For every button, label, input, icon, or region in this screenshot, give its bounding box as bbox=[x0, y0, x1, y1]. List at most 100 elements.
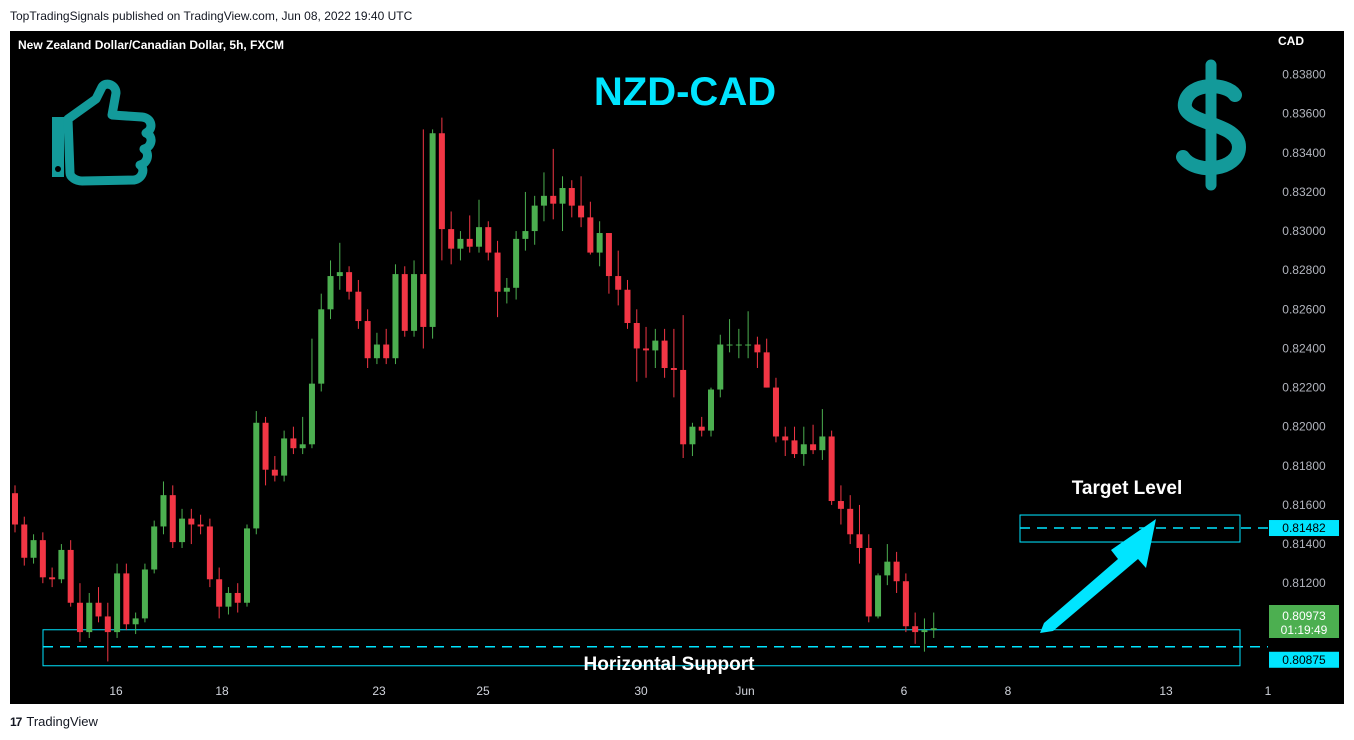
candle[interactable] bbox=[123, 563, 130, 631]
candle[interactable] bbox=[782, 426, 789, 457]
candle[interactable] bbox=[698, 416, 705, 437]
candle[interactable] bbox=[216, 567, 223, 619]
candle[interactable] bbox=[281, 430, 288, 482]
candle[interactable] bbox=[559, 176, 566, 232]
chart-panel[interactable]: 0.83800 0.83600 0.83400 0.83200 0.83000 0.828… bbox=[10, 31, 1344, 704]
candle[interactable] bbox=[708, 387, 714, 437]
candle[interactable] bbox=[605, 233, 612, 294]
candle[interactable] bbox=[726, 319, 733, 353]
candle[interactable] bbox=[810, 424, 817, 455]
candle[interactable] bbox=[568, 180, 575, 218]
candle[interactable] bbox=[735, 328, 742, 359]
candle[interactable] bbox=[578, 176, 585, 228]
candle[interactable] bbox=[12, 485, 18, 533]
candle[interactable] bbox=[615, 250, 622, 306]
candle[interactable] bbox=[336, 242, 343, 290]
candle[interactable] bbox=[114, 563, 121, 638]
candle[interactable] bbox=[485, 221, 492, 261]
candle[interactable] bbox=[902, 573, 909, 633]
candle[interactable] bbox=[346, 266, 353, 300]
candle[interactable] bbox=[58, 544, 65, 584]
candle[interactable] bbox=[503, 278, 510, 304]
candle[interactable] bbox=[188, 508, 195, 545]
candle[interactable] bbox=[262, 416, 269, 486]
candle[interactable] bbox=[819, 409, 826, 460]
candle[interactable] bbox=[689, 422, 696, 457]
candle[interactable] bbox=[308, 338, 315, 449]
candle[interactable] bbox=[151, 520, 158, 574]
candle[interactable] bbox=[930, 612, 937, 638]
candle[interactable] bbox=[179, 508, 186, 548]
candle[interactable] bbox=[318, 293, 325, 392]
candle[interactable] bbox=[828, 430, 835, 505]
candle[interactable] bbox=[791, 426, 798, 458]
candle[interactable] bbox=[652, 328, 659, 368]
candle[interactable] bbox=[856, 504, 863, 564]
candle[interactable] bbox=[438, 117, 445, 261]
candle[interactable] bbox=[466, 215, 473, 253]
candle[interactable] bbox=[355, 279, 362, 329]
candle[interactable] bbox=[800, 426, 807, 466]
candle[interactable] bbox=[21, 516, 28, 566]
candle[interactable] bbox=[30, 534, 37, 564]
candle[interactable] bbox=[392, 264, 399, 365]
candle[interactable] bbox=[86, 592, 93, 638]
candle[interactable] bbox=[420, 129, 427, 349]
candle[interactable] bbox=[141, 563, 148, 623]
candle[interactable] bbox=[197, 514, 204, 535]
candle[interactable] bbox=[847, 495, 854, 545]
candle[interactable] bbox=[670, 328, 677, 398]
candle[interactable] bbox=[244, 524, 250, 607]
candle[interactable] bbox=[225, 587, 232, 615]
candle[interactable] bbox=[531, 195, 538, 245]
candle[interactable] bbox=[383, 328, 390, 365]
candle[interactable] bbox=[49, 567, 56, 588]
candle[interactable] bbox=[169, 485, 176, 548]
candle[interactable] bbox=[160, 481, 167, 535]
candle[interactable] bbox=[76, 583, 83, 642]
candle[interactable] bbox=[494, 240, 501, 318]
candle[interactable] bbox=[754, 336, 761, 368]
candle[interactable] bbox=[550, 148, 557, 220]
candle[interactable] bbox=[643, 326, 650, 378]
candle[interactable] bbox=[327, 260, 334, 320]
candle[interactable] bbox=[411, 260, 418, 337]
candle[interactable] bbox=[680, 315, 687, 458]
candle[interactable] bbox=[624, 279, 631, 329]
candle[interactable] bbox=[253, 411, 260, 535]
support-zone-box[interactable] bbox=[42, 629, 1241, 667]
candle[interactable] bbox=[95, 587, 102, 623]
candle[interactable] bbox=[67, 540, 74, 607]
candle[interactable] bbox=[206, 518, 213, 588]
candle[interactable] bbox=[234, 583, 241, 613]
candle[interactable] bbox=[540, 172, 547, 222]
candle[interactable] bbox=[104, 602, 111, 662]
candle[interactable] bbox=[401, 266, 408, 337]
candle[interactable] bbox=[875, 573, 882, 619]
candle[interactable] bbox=[522, 191, 529, 251]
candle[interactable] bbox=[763, 338, 770, 388]
candle[interactable] bbox=[457, 231, 464, 261]
candle[interactable] bbox=[772, 377, 779, 443]
candle[interactable] bbox=[364, 309, 371, 368]
candle[interactable] bbox=[132, 612, 139, 635]
candle[interactable] bbox=[837, 485, 844, 525]
candle[interactable] bbox=[299, 416, 306, 455]
candle[interactable] bbox=[373, 332, 380, 365]
candle[interactable] bbox=[513, 231, 520, 300]
candle[interactable] bbox=[476, 199, 482, 253]
candle[interactable] bbox=[865, 534, 872, 623]
candle[interactable] bbox=[884, 544, 891, 586]
candle[interactable] bbox=[893, 551, 900, 593]
candle[interactable] bbox=[717, 334, 724, 398]
candle[interactable] bbox=[596, 221, 603, 267]
candle[interactable] bbox=[661, 328, 668, 378]
candle[interactable] bbox=[39, 532, 46, 584]
candlestick-chart[interactable]: 0.83800 0.83600 0.83400 0.83200 0.83000 0.828… bbox=[10, 31, 1344, 704]
candle[interactable] bbox=[290, 426, 297, 455]
candle[interactable] bbox=[587, 201, 594, 255]
candle[interactable] bbox=[633, 309, 640, 382]
candle[interactable] bbox=[921, 618, 928, 652]
candle[interactable] bbox=[429, 129, 436, 339]
candle[interactable] bbox=[745, 311, 752, 359]
